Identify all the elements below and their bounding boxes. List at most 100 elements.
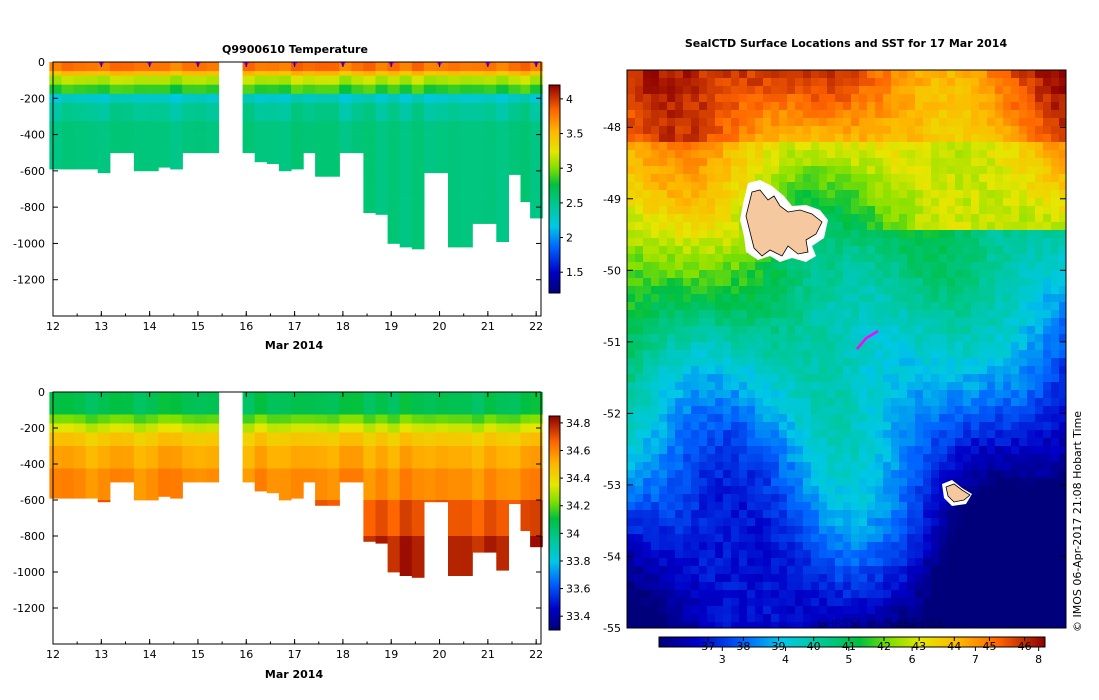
salinity-cell bbox=[266, 486, 280, 492]
temperature-cell bbox=[411, 220, 425, 226]
sst-cell bbox=[731, 366, 740, 375]
sst-cell bbox=[987, 142, 996, 151]
sst-cell bbox=[643, 118, 652, 127]
temperature-cell bbox=[206, 98, 220, 104]
temperature-cell bbox=[170, 93, 183, 99]
salinity-cell bbox=[496, 518, 509, 523]
sst-cell bbox=[1051, 390, 1060, 399]
salinity-cell bbox=[530, 441, 543, 447]
salinity-cell bbox=[448, 509, 461, 514]
sst-cell bbox=[659, 438, 668, 447]
sst-cell bbox=[987, 382, 996, 391]
sst-cell bbox=[995, 446, 1004, 455]
salinity-cell bbox=[520, 513, 534, 519]
salinity-cell bbox=[363, 464, 377, 469]
salinity-cell bbox=[291, 401, 304, 406]
sst-cell bbox=[819, 94, 828, 103]
temperature-cell bbox=[97, 98, 111, 104]
salinity-cell bbox=[472, 450, 485, 456]
sst-cell bbox=[627, 278, 636, 287]
temperature-cell bbox=[399, 71, 413, 76]
temperature-cell bbox=[339, 75, 352, 81]
sst-cell bbox=[987, 406, 996, 415]
sst-cell bbox=[803, 310, 812, 319]
temperature-cell bbox=[133, 98, 147, 104]
salinity-cell bbox=[146, 473, 159, 478]
temperature-cell bbox=[375, 80, 389, 85]
sst-cell bbox=[899, 70, 908, 79]
sst-cell bbox=[859, 94, 868, 103]
temperature-cell bbox=[97, 102, 111, 108]
sst-cell bbox=[683, 358, 692, 367]
sst-cell bbox=[867, 366, 876, 375]
temperature-cell bbox=[411, 62, 425, 67]
sst-cell bbox=[843, 174, 852, 183]
sst-cell bbox=[739, 166, 748, 175]
sst-cell bbox=[803, 422, 812, 431]
temperature-cell bbox=[508, 93, 522, 99]
sst-cell bbox=[843, 342, 852, 351]
temperature-cell bbox=[520, 71, 534, 76]
salinity-cell bbox=[399, 414, 413, 420]
temperature-cell bbox=[387, 179, 401, 185]
temperature-cell bbox=[109, 89, 123, 95]
sst-cell bbox=[915, 302, 924, 311]
sst-cell bbox=[971, 166, 980, 175]
temperature-cell bbox=[423, 111, 437, 117]
sst-cell bbox=[819, 310, 828, 319]
sst-cell bbox=[1043, 206, 1052, 215]
temperature-cell bbox=[448, 198, 461, 203]
sst-cell bbox=[771, 134, 780, 143]
salinity-cell bbox=[315, 482, 328, 487]
sst-cell bbox=[1035, 158, 1044, 167]
salinity-cell bbox=[242, 446, 256, 451]
sst-cell bbox=[723, 334, 732, 343]
salinity-cell bbox=[121, 459, 135, 465]
sst-cell bbox=[843, 230, 852, 239]
salinity-cell bbox=[423, 500, 437, 503]
salinity-cell bbox=[121, 396, 135, 402]
salinity-cell bbox=[109, 455, 123, 460]
sst-cell bbox=[723, 182, 732, 191]
sst-cell bbox=[835, 174, 844, 183]
sst-cell bbox=[795, 166, 804, 175]
salinity-cell bbox=[158, 482, 171, 487]
sst-cell bbox=[627, 342, 636, 351]
sst-cell bbox=[1043, 270, 1052, 279]
salinity-cell bbox=[423, 437, 437, 442]
sst-cell bbox=[867, 174, 876, 183]
temperature-cell bbox=[266, 143, 280, 149]
salinity-x-axis: 12 13 14 15 16 17 18 19 20 21 22 bbox=[46, 392, 543, 661]
temperature-cell bbox=[399, 89, 413, 95]
salinity-cell bbox=[278, 396, 292, 402]
sst-cell bbox=[763, 286, 772, 295]
salinity-cell bbox=[49, 428, 63, 433]
sst-cell bbox=[763, 422, 772, 431]
sst-cell bbox=[1035, 222, 1044, 231]
salinity-cell bbox=[266, 392, 280, 397]
temperature-colorbar-tick-label: 2.5 bbox=[566, 197, 584, 210]
sst-cell bbox=[1011, 198, 1020, 207]
sst-cell bbox=[699, 182, 708, 191]
temperature-cell bbox=[496, 220, 509, 226]
temperature-cell bbox=[97, 111, 111, 117]
temperature-cell bbox=[411, 248, 425, 250]
salinity-cell bbox=[278, 459, 292, 465]
sst-cell bbox=[875, 222, 884, 231]
temperature-cell bbox=[85, 98, 99, 104]
temperature-cell bbox=[399, 234, 413, 240]
salinity-cell bbox=[472, 401, 485, 406]
temperature-cell bbox=[327, 170, 340, 176]
salinity-cell bbox=[351, 405, 365, 411]
sst-cell bbox=[683, 174, 692, 183]
sst-cell bbox=[1043, 262, 1052, 271]
sst-cell bbox=[835, 398, 844, 407]
temperature-cell bbox=[97, 93, 111, 99]
temperature-cell bbox=[158, 152, 171, 158]
sst-cell bbox=[691, 262, 700, 271]
temperature-cell bbox=[327, 161, 340, 167]
temperature-cell bbox=[182, 107, 195, 113]
temperature-cell bbox=[363, 130, 377, 135]
temperature-cell bbox=[411, 143, 425, 149]
salinity-cell bbox=[158, 437, 171, 442]
